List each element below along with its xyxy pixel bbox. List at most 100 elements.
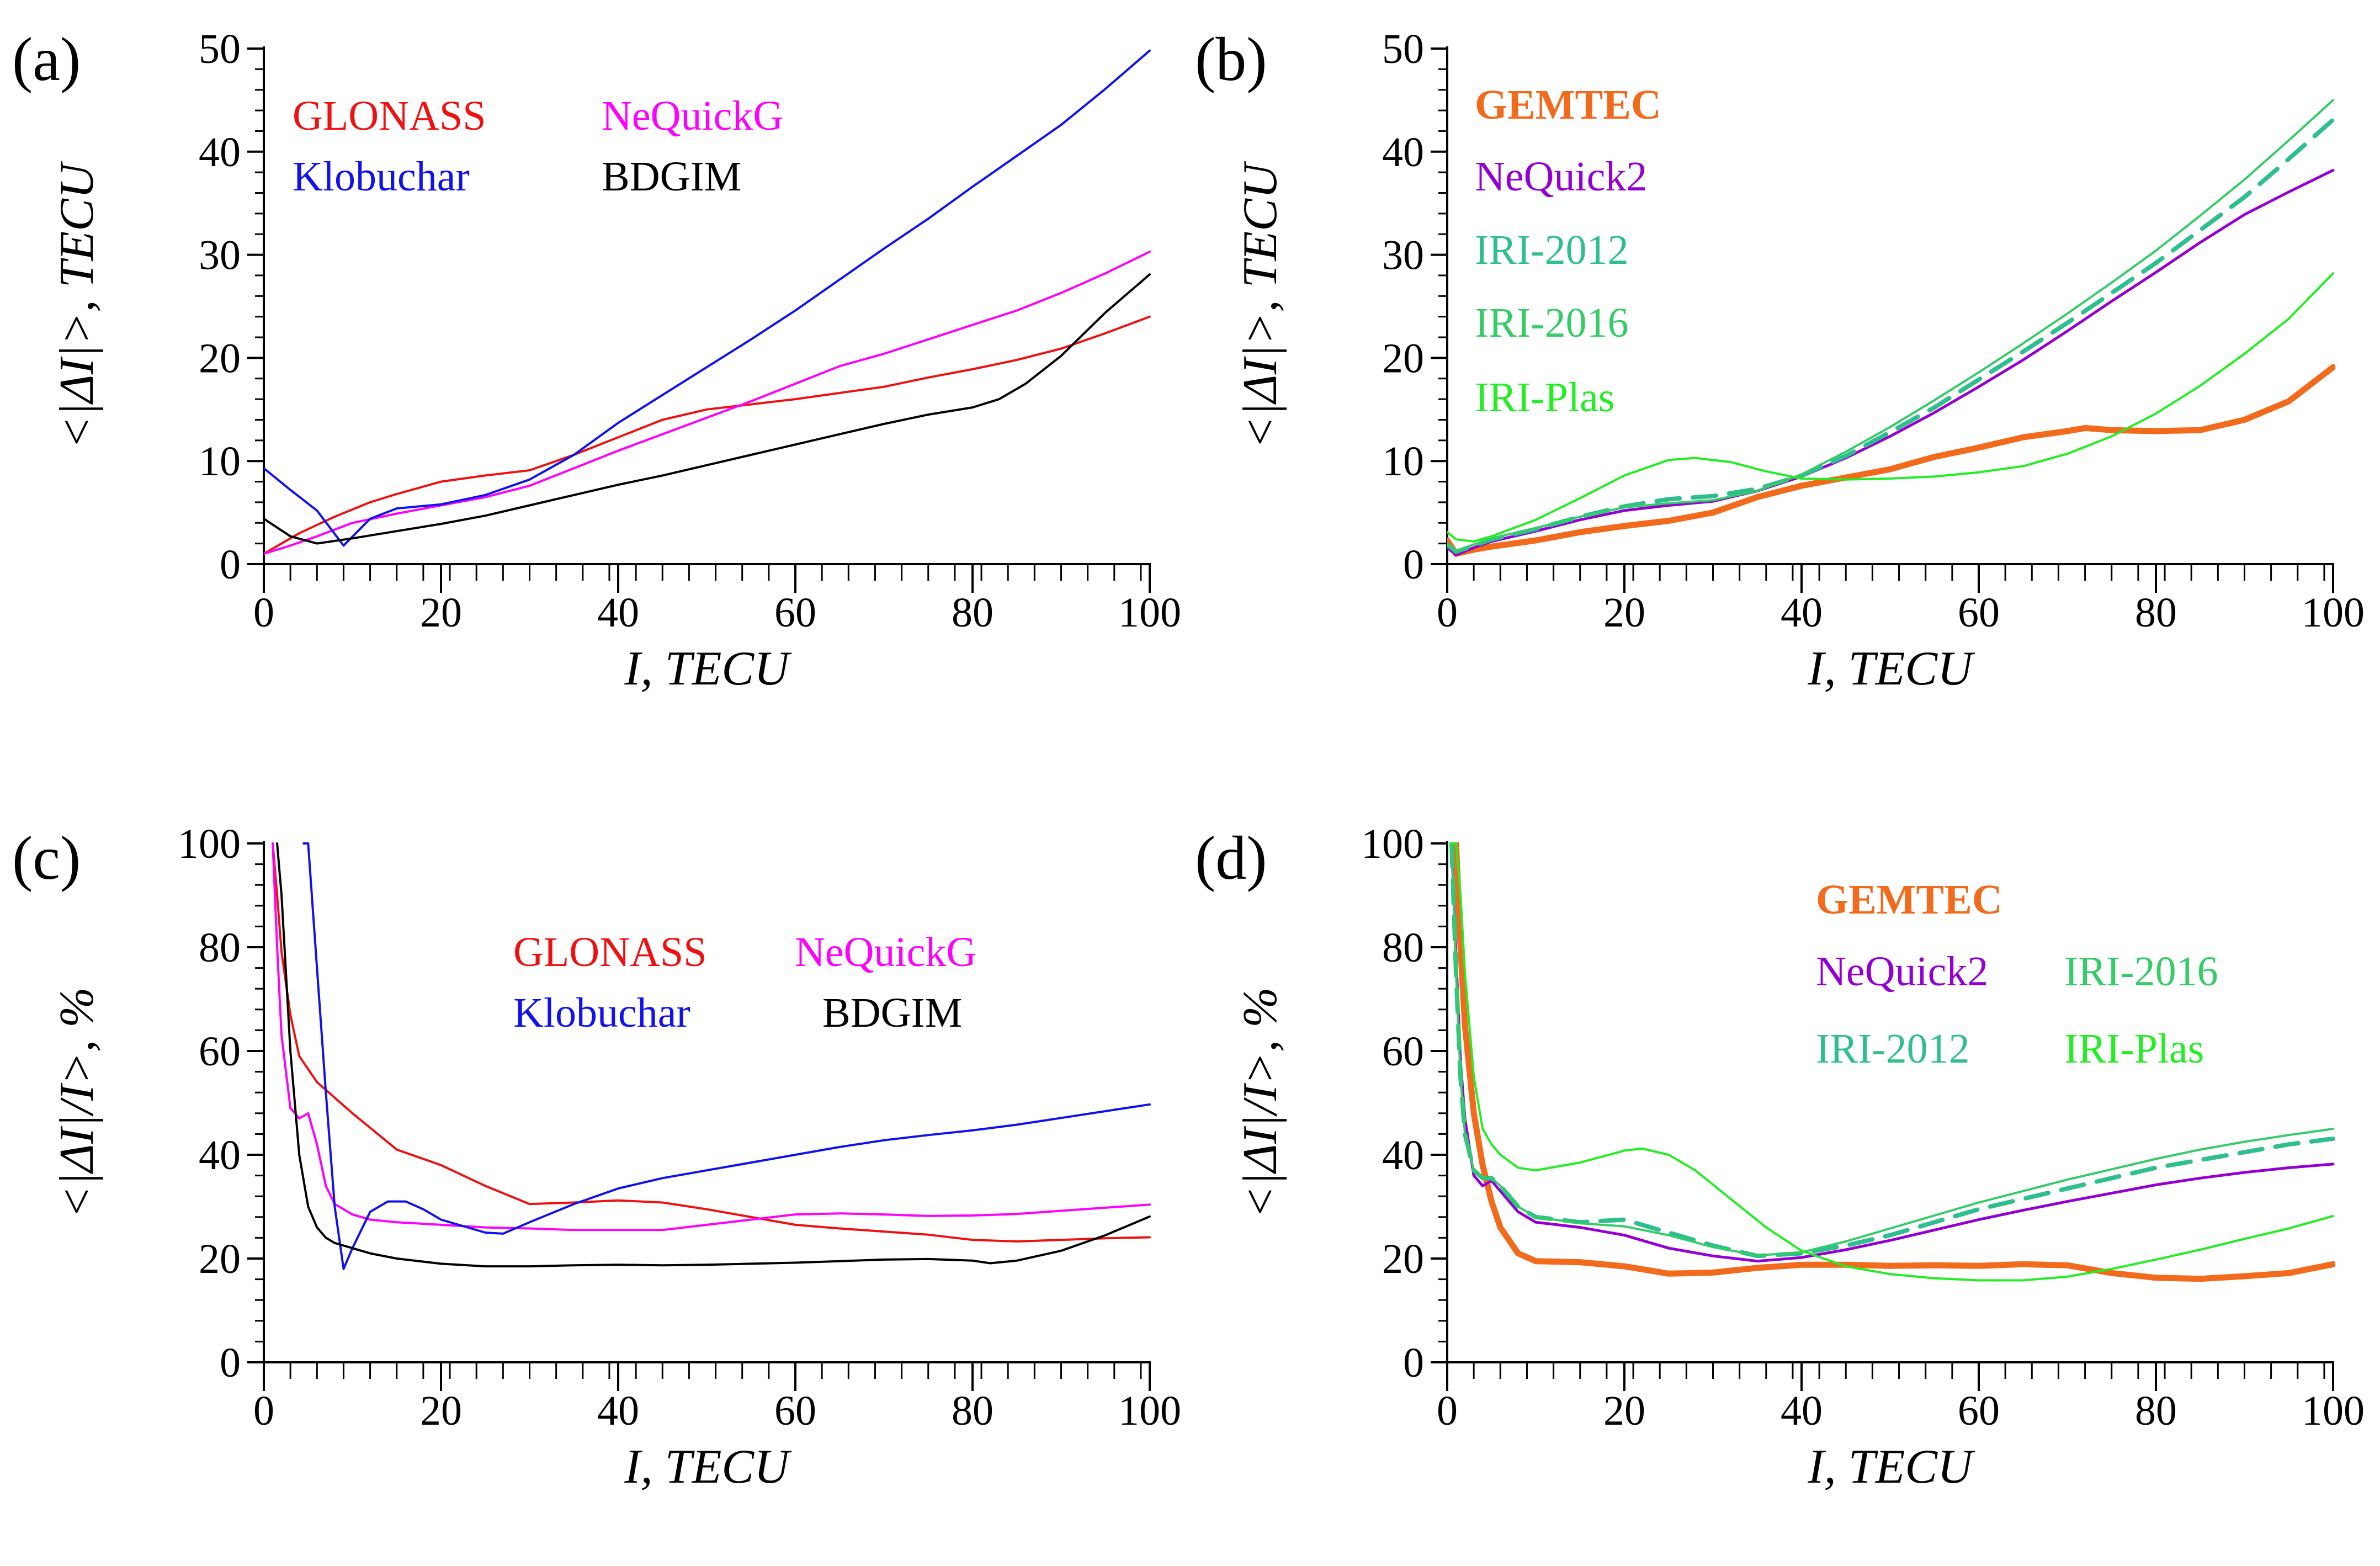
- series-line-bdgim: [276, 842, 1151, 1268]
- y-tick-label: 60: [199, 1028, 241, 1075]
- x-tick-label: 20: [420, 1388, 462, 1434]
- series-line-iri-plas: [1447, 272, 2334, 543]
- y-tick-label: 80: [1382, 925, 1424, 971]
- series-line-glonass: [264, 315, 1151, 555]
- series-line-iri-2016: [1447, 99, 2334, 552]
- series-group: [1447, 99, 2335, 557]
- x-tick-label: 60: [774, 1388, 816, 1434]
- series-group: [264, 49, 1151, 555]
- y-tick-label: 40: [199, 129, 241, 176]
- y-tick-label: 60: [1382, 1028, 1424, 1075]
- x-tick-label: 0: [1437, 590, 1458, 636]
- legend-entry-nequick2: NeQuick2: [1816, 948, 1988, 995]
- y-tick-label: 20: [199, 335, 241, 381]
- legend-entry-iri-plas: IRI-Plas: [2064, 1026, 2204, 1072]
- y-tick-label: 10: [1382, 438, 1424, 485]
- panel-c: 0 20 40 60 80 100 0 20 40 60 80 100 I, TECU <|ΔI|/I>,…: [12, 821, 1181, 1494]
- y-tick-label: 50: [199, 26, 241, 72]
- y-tick-label: 40: [1382, 1132, 1424, 1179]
- y-tick-label: 10: [199, 438, 241, 485]
- legend-entry-gemtec: GEMTEC: [1475, 82, 1661, 128]
- y-tick-label: 80: [199, 925, 241, 971]
- x-tick-label: 80: [952, 590, 994, 636]
- y-axis-title: <|ΔI|>, TECU: [1234, 161, 1287, 449]
- x-tick-label: 40: [597, 1388, 639, 1434]
- legend-entry-nequickg: NeQuickG: [795, 929, 976, 975]
- series-line-gemtec: [1447, 364, 2335, 557]
- series-line-iri-plas: [1451, 842, 2334, 1282]
- x-tick-label: 0: [253, 590, 274, 636]
- y-axis-title: <|ΔI|>, TECU: [50, 161, 104, 449]
- x-axis-title: I, TECU: [624, 642, 792, 696]
- series-line-bdgim: [264, 273, 1151, 545]
- legend-entry-nequickg: NeQuickG: [602, 93, 783, 139]
- legend-entry-iri-2016: IRI-2016: [2064, 948, 2218, 995]
- y-tick-label: 0: [1403, 1340, 1424, 1386]
- y-axis-title: <|ΔI|/I>, %: [50, 987, 104, 1218]
- legend-entry-iri-2016: IRI-2016: [1475, 300, 1629, 346]
- legend-entry-glonass: GLONASS: [293, 93, 486, 139]
- y-tick-label: 40: [199, 1132, 241, 1179]
- series-line-klobuchar: [302, 842, 1151, 1270]
- x-tick-label: 40: [597, 590, 639, 636]
- series-line-nequickg: [264, 251, 1151, 555]
- series-line-iri-2016: [1451, 842, 2334, 1257]
- panel-label: (d): [1195, 824, 1267, 893]
- x-tick-label: 100: [1118, 590, 1181, 636]
- x-tick-label: 20: [1603, 1388, 1645, 1434]
- x-axis-title: I, TECU: [624, 1440, 792, 1494]
- x-tick-label: 100: [2302, 1388, 2365, 1434]
- x-tick-label: 80: [2135, 1388, 2177, 1434]
- panel-d: 0 20 40 60 80 100 0 20 40 60 80 100 I, TECU <|ΔI|/I>,…: [1195, 821, 2365, 1494]
- y-tick-label: 40: [1382, 129, 1424, 176]
- x-tick-label: 0: [1437, 1388, 1458, 1434]
- panel-a: 0 10 20 30 40 50 0 20 40 60 80 100 I, TECU <|ΔI|>, TE…: [12, 25, 1181, 696]
- y-tick-label: 0: [220, 1340, 241, 1386]
- panel-b: 0 10 20 30 40 50 0 20 40 60 80 100 I, TECU <|ΔI|>, TE…: [1195, 25, 2365, 696]
- x-tick-label: 100: [1118, 1388, 1181, 1434]
- y-axis-title: <|ΔI|/I>, %: [1234, 987, 1287, 1218]
- legend-entry-gemtec: GEMTEC: [1816, 877, 2002, 923]
- series-group: [272, 842, 1151, 1270]
- legend-entry-bdgim: BDGIM: [822, 990, 962, 1036]
- panel-label: (a): [12, 25, 81, 94]
- legend-entry-iri-2012: IRI-2012: [1475, 227, 1629, 273]
- y-tick-label: 100: [1361, 821, 1424, 867]
- x-axis-title: I, TECU: [1807, 1440, 1975, 1494]
- y-tick-label: 30: [199, 232, 241, 279]
- x-tick-label: 20: [1603, 590, 1645, 636]
- y-tick-label: 20: [1382, 335, 1424, 381]
- x-tick-label: 80: [2135, 590, 2177, 636]
- panel-label: (b): [1195, 25, 1267, 94]
- series-line-nequickg: [272, 842, 1151, 1231]
- x-tick-label: 0: [253, 1388, 274, 1434]
- x-tick-label: 40: [1781, 590, 1823, 636]
- legend-entry-iri-2012: IRI-2012: [1816, 1026, 1970, 1072]
- y-tick-label: 30: [1382, 232, 1424, 279]
- series-line-nequick2: [1450, 842, 2335, 1263]
- legend-entry-bdgim: BDGIM: [602, 153, 741, 200]
- x-tick-label: 60: [774, 590, 816, 636]
- y-tick-label: 50: [1382, 26, 1424, 72]
- y-tick-label: 0: [220, 542, 241, 588]
- y-tick-label: 0: [1403, 542, 1424, 588]
- x-tick-label: 60: [1958, 590, 2000, 636]
- y-tick-label: 20: [199, 1236, 241, 1282]
- x-tick-label: 60: [1958, 1388, 2000, 1434]
- legend-entry-klobuchar: Klobuchar: [513, 990, 690, 1036]
- y-tick-label: 20: [1382, 1236, 1424, 1282]
- x-tick-label: 20: [420, 590, 462, 636]
- series-line-glonass: [272, 842, 1151, 1243]
- legend-entry-iri-plas: IRI-Plas: [1475, 374, 1614, 421]
- legend-entry-glonass: GLONASS: [513, 929, 707, 975]
- legend-entry-nequick2: NeQuick2: [1475, 153, 1647, 200]
- panel-label: (c): [12, 824, 81, 893]
- y-tick-label: 100: [178, 821, 241, 867]
- x-tick-label: 100: [2302, 590, 2365, 636]
- x-tick-label: 80: [952, 1388, 994, 1434]
- series-group: [1449, 842, 2335, 1282]
- legend-entry-klobuchar: Klobuchar: [293, 153, 470, 200]
- x-tick-label: 40: [1781, 1388, 1823, 1434]
- x-axis-title: I, TECU: [1807, 642, 1975, 696]
